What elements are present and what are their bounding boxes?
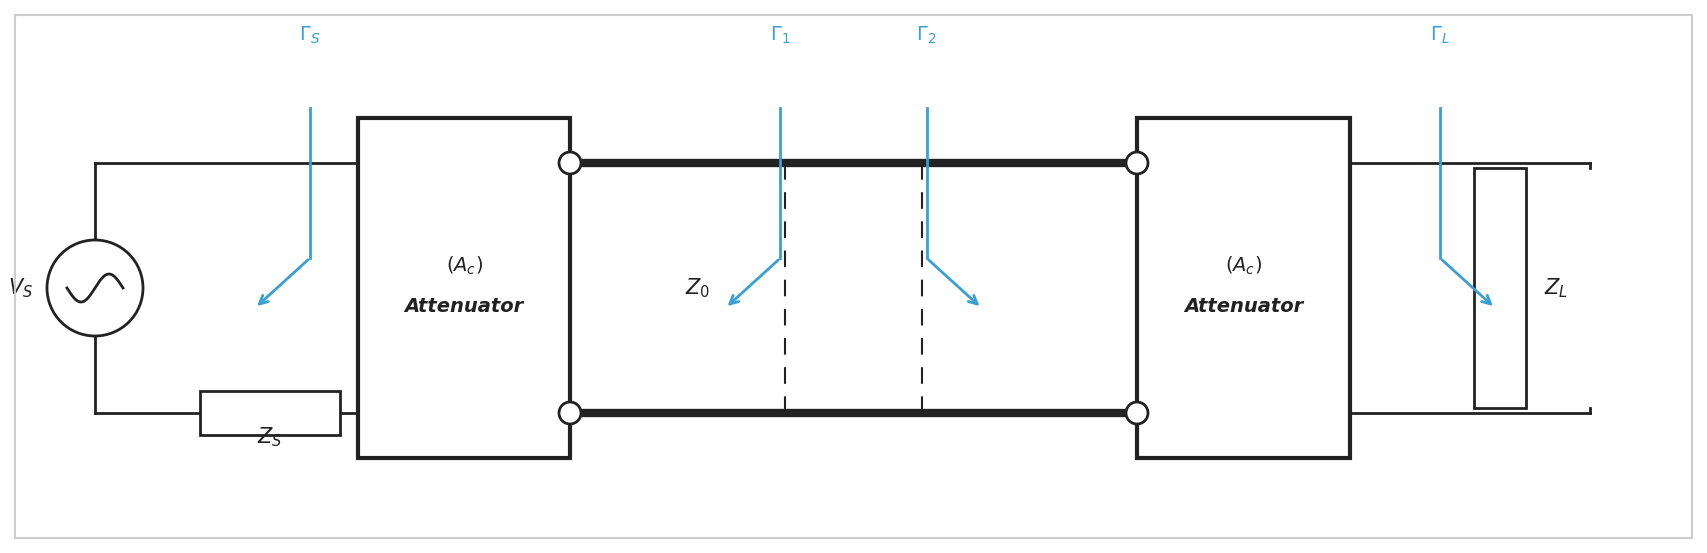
Circle shape (558, 402, 580, 424)
Text: $\Gamma_2$: $\Gamma_2$ (917, 24, 937, 46)
Text: Attenuator: Attenuator (1185, 296, 1302, 316)
FancyBboxPatch shape (1137, 118, 1350, 458)
Text: $V_S$: $V_S$ (9, 276, 32, 300)
Text: $Z_S$: $Z_S$ (258, 425, 283, 449)
Circle shape (558, 152, 580, 174)
Text: $\Gamma_S$: $\Gamma_S$ (299, 24, 321, 46)
Circle shape (1127, 152, 1149, 174)
FancyBboxPatch shape (358, 118, 570, 458)
FancyBboxPatch shape (200, 391, 340, 435)
Text: $Z_L$: $Z_L$ (1545, 276, 1569, 300)
Text: $\Gamma_L$: $\Gamma_L$ (1430, 24, 1449, 46)
Text: $(A_c)$: $(A_c)$ (446, 255, 483, 277)
Circle shape (1127, 402, 1149, 424)
FancyBboxPatch shape (1475, 168, 1526, 408)
Text: $\Gamma_1$: $\Gamma_1$ (770, 24, 790, 46)
Text: Attenuator: Attenuator (405, 296, 524, 316)
Text: $Z_0$: $Z_0$ (685, 276, 710, 300)
Text: $(A_c)$: $(A_c)$ (1226, 255, 1261, 277)
Circle shape (48, 240, 143, 336)
